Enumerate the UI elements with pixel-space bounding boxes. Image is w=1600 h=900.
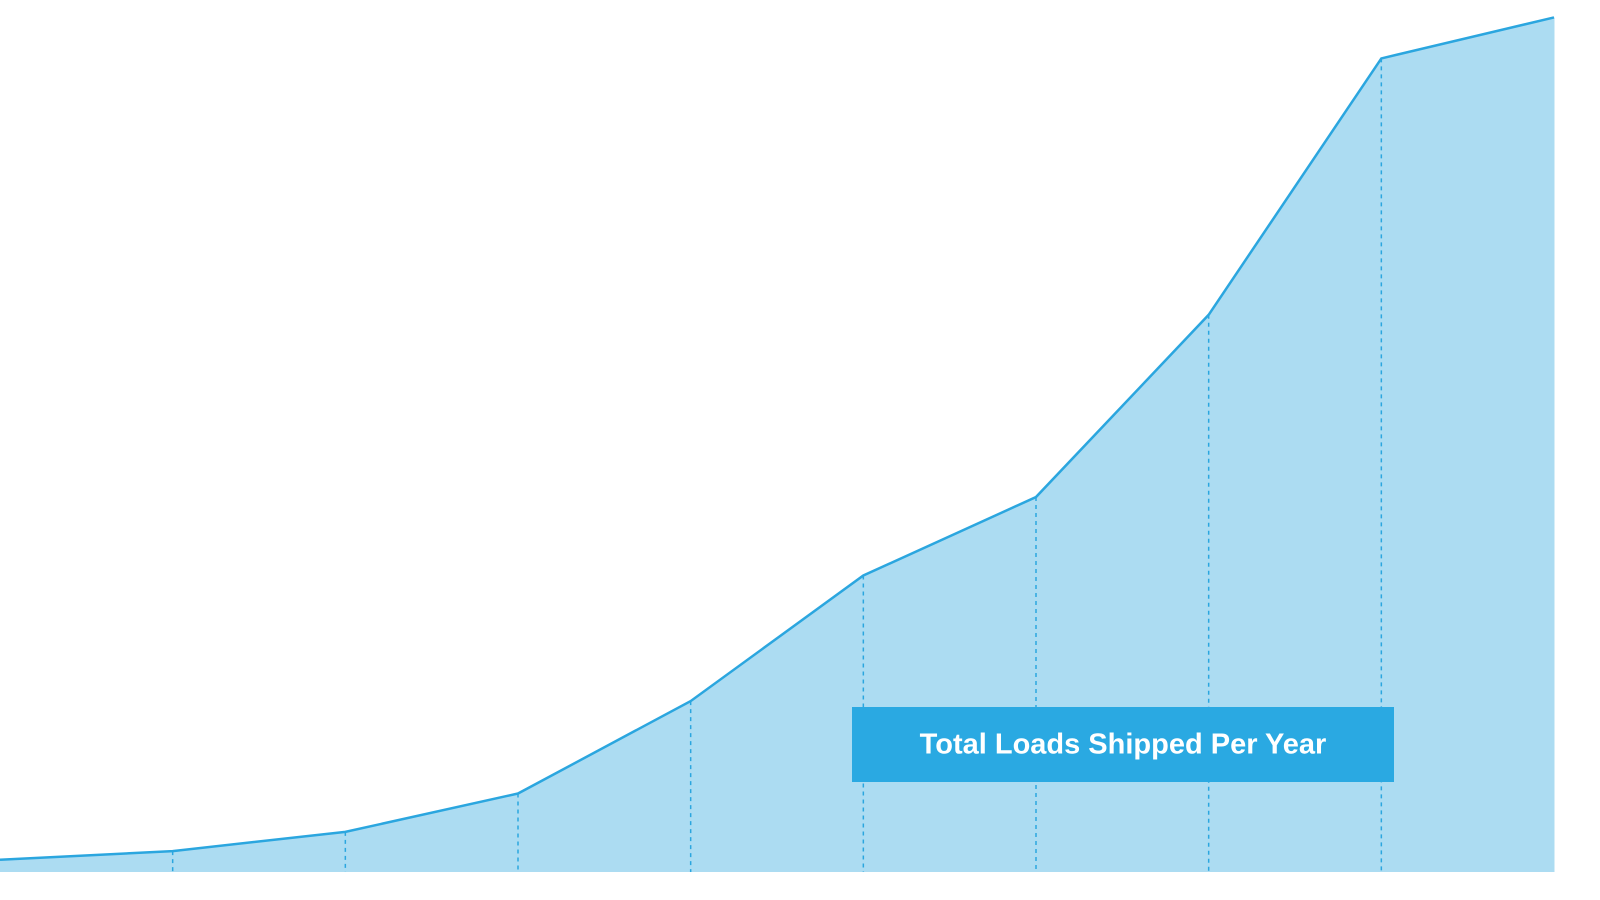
area-line — [0, 16, 1555, 862]
label-box — [852, 707, 1394, 782]
chart-label: Total Loads Shipped Per Year — [920, 729, 1327, 761]
area-fill — [0, 17, 1554, 872]
